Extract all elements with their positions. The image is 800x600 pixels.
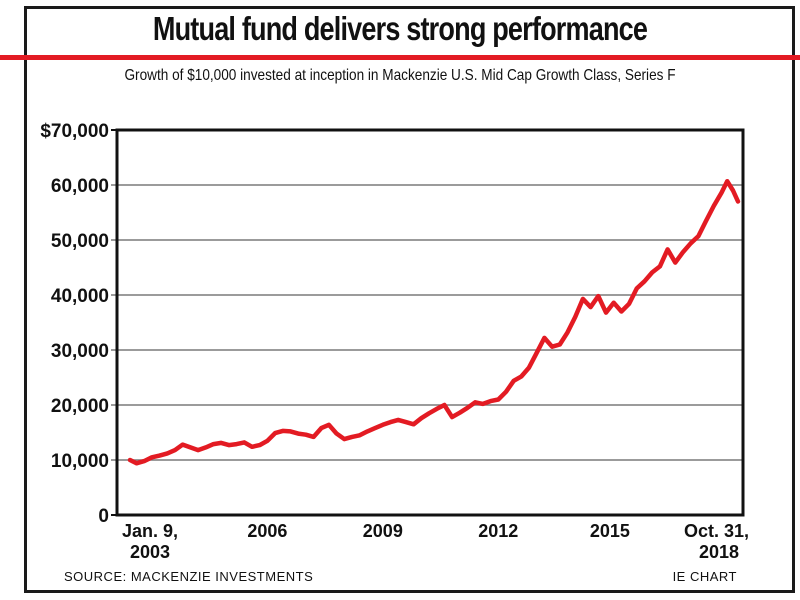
x-tick-label: 2003: [130, 542, 170, 562]
y-tick-label: 0: [98, 506, 109, 527]
y-tick-label: 50,000: [51, 231, 109, 252]
y-tick-label: 40,000: [51, 286, 109, 307]
x-tick-label: 2015: [590, 521, 630, 541]
x-axis-labels: Jan. 9,2003 2006 2009 2012 2015 Oct. 31,2018: [122, 521, 749, 562]
x-tick-label: Jan. 9,: [122, 521, 178, 541]
y-tick-label: 20,000: [51, 396, 109, 417]
y-tick-label: 30,000: [51, 341, 109, 362]
y-tick-label: $70,000: [40, 121, 109, 142]
gridlines: [111, 129, 743, 516]
y-axis-labels: 0 10,000 20,000 30,000 40,000 50,000 60,000 $70…: [40, 121, 109, 527]
plot-axes: [115, 128, 745, 517]
chart-title: Mutual fund delivers strong performance: [152, 10, 648, 47]
x-tick-label: Oct. 31,: [684, 521, 749, 541]
title-accent-bar: [0, 55, 800, 60]
chart-subtitle: Growth of $10,000 invested at inception …: [124, 67, 676, 84]
x-tick-label: 2009: [363, 521, 403, 541]
plot-border: [115, 128, 745, 517]
chart-frame: [24, 6, 795, 593]
x-tick-label: 2018: [699, 542, 739, 562]
series-line: [127, 178, 741, 466]
y-tick-label: 60,000: [51, 176, 109, 197]
x-tick-label: 2012: [478, 521, 518, 541]
source-note: SOURCE: MACKENZIE INVESTMENTS: [64, 569, 313, 584]
x-tick-label: 2006: [247, 521, 287, 541]
y-tick-label: 10,000: [51, 451, 109, 472]
credit-note: IE CHART: [673, 569, 737, 584]
